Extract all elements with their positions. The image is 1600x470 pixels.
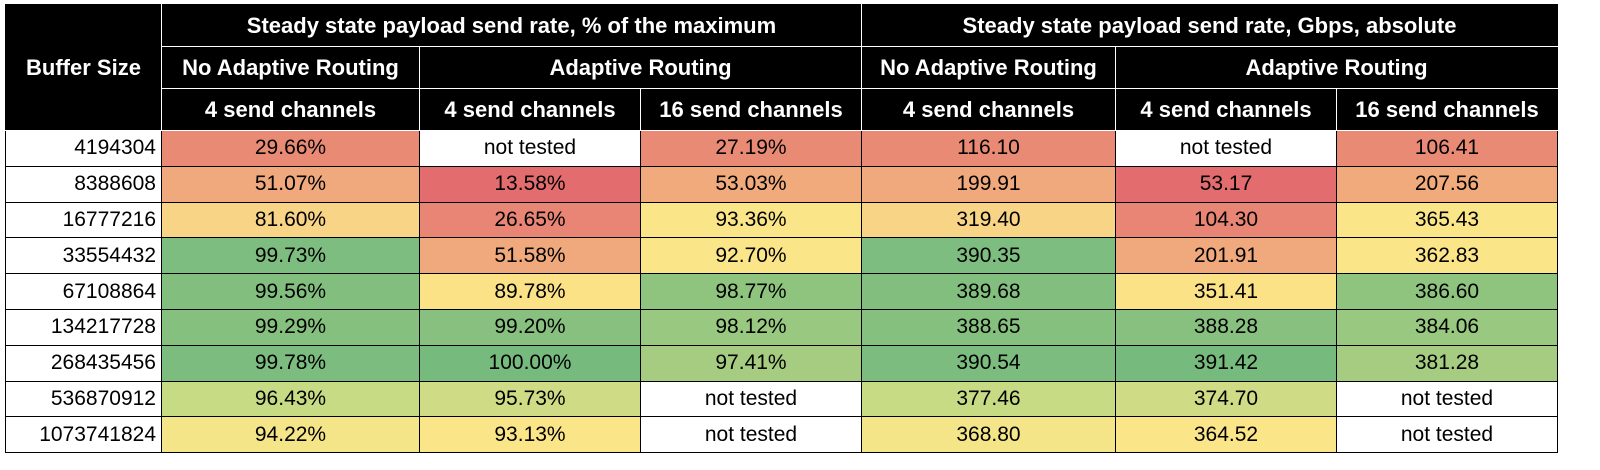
- value-cell: 81.60%: [161, 201, 420, 239]
- abs-no-adaptive-4ch-header: 4 send channels: [861, 88, 1116, 131]
- pct-adaptive-header: Adaptive Routing: [419, 46, 862, 89]
- abs-adaptive-header: Adaptive Routing: [1115, 46, 1558, 89]
- value-cell: 13.58%: [419, 165, 641, 203]
- buffer-size-cell: 67108864: [5, 273, 162, 310]
- value-cell: 388.65: [861, 308, 1116, 346]
- results-table: Buffer Size Steady state payload send ra…: [5, 4, 1558, 454]
- value-cell: 381.28: [1336, 344, 1558, 382]
- buffer-size-cell: 4194304: [5, 130, 162, 167]
- value-cell: 95.73%: [419, 380, 641, 418]
- value-cell: 201.91: [1115, 237, 1337, 275]
- value-cell: 93.13%: [419, 416, 641, 454]
- value-cell: 89.78%: [419, 273, 641, 310]
- value-cell: 391.42: [1115, 344, 1337, 382]
- header-row-routing: No Adaptive Routing Adaptive Routing No …: [6, 46, 1558, 89]
- value-cell: 99.20%: [419, 308, 641, 346]
- value-cell: 29.66%: [161, 130, 420, 167]
- value-cell: not tested: [419, 130, 641, 167]
- value-cell: 27.19%: [640, 130, 862, 167]
- abs-adaptive-4ch-header: 4 send channels: [1115, 88, 1337, 131]
- value-cell: 53.17: [1115, 165, 1337, 203]
- value-cell: 377.46: [861, 380, 1116, 418]
- value-cell: 389.68: [861, 273, 1116, 310]
- value-cell: 368.80: [861, 416, 1116, 454]
- value-cell: 100.00%: [419, 344, 641, 382]
- value-cell: 96.43%: [161, 380, 420, 418]
- buffer-size-cell: 8388608: [5, 165, 162, 203]
- value-cell: 93.36%: [640, 201, 862, 239]
- value-cell: 388.28: [1115, 308, 1337, 346]
- table-row: 67108864 99.56% 89.78% 98.77% 389.68 351.41 38…: [5, 273, 1558, 310]
- value-cell: 99.78%: [161, 344, 420, 382]
- value-cell: 97.41%: [640, 344, 862, 382]
- value-cell: 386.60: [1336, 273, 1558, 310]
- value-cell: 99.56%: [161, 273, 420, 310]
- value-cell: 98.77%: [640, 273, 862, 310]
- pct-no-adaptive-4ch-header: 4 send channels: [161, 88, 420, 131]
- buffer-size-cell: 134217728: [5, 308, 162, 346]
- abs-group-header: Steady state payload send rate, Gbps, ab…: [861, 4, 1558, 47]
- pct-adaptive-4ch-header: 4 send channels: [419, 88, 641, 131]
- buffer-size-cell: 1073741824: [5, 416, 162, 454]
- value-cell: 51.58%: [419, 237, 641, 275]
- value-cell: 207.56: [1336, 165, 1558, 203]
- value-cell: 384.06: [1336, 308, 1558, 346]
- value-cell: 351.41: [1115, 273, 1337, 310]
- pct-adaptive-16ch-header: 16 send channels: [640, 88, 862, 131]
- value-cell: 106.41: [1336, 130, 1558, 167]
- value-cell: 116.10: [861, 130, 1116, 167]
- buffer-size-cell: 33554432: [5, 237, 162, 275]
- value-cell: not tested: [640, 416, 862, 454]
- table-row: 134217728 99.29% 99.20% 98.12% 388.65 388.28 3…: [5, 308, 1558, 346]
- value-cell: 99.29%: [161, 308, 420, 346]
- header-row-channels: 4 send channels 4 send channels 16 send …: [6, 88, 1558, 131]
- value-cell: 390.54: [861, 344, 1116, 382]
- value-cell: 94.22%: [161, 416, 420, 454]
- table-row: 4194304 29.66% not tested 27.19% 116.10 not t…: [5, 130, 1558, 167]
- value-cell: 365.43: [1336, 201, 1558, 239]
- buffer-size-cell: 268435456: [5, 344, 162, 382]
- table-row: 16777216 81.60% 26.65% 93.36% 319.40 104.30 36…: [5, 201, 1558, 239]
- value-cell: not tested: [640, 380, 862, 418]
- abs-no-adaptive-header: No Adaptive Routing: [861, 46, 1116, 89]
- abs-adaptive-16ch-header: 16 send channels: [1336, 88, 1558, 131]
- value-cell: 53.03%: [640, 165, 862, 203]
- value-cell: 364.52: [1115, 416, 1337, 454]
- buffer-size-cell: 16777216: [5, 201, 162, 239]
- value-cell: 98.12%: [640, 308, 862, 346]
- table-body: 4194304 29.66% not tested 27.19% 116.10 not t…: [5, 130, 1558, 454]
- value-cell: 104.30: [1115, 201, 1337, 239]
- table-row: 33554432 99.73% 51.58% 92.70% 390.35 201.91 36…: [5, 237, 1558, 275]
- value-cell: 374.70: [1115, 380, 1337, 418]
- buffer-size-cell: 536870912: [5, 380, 162, 418]
- value-cell: 362.83: [1336, 237, 1558, 275]
- value-cell: 99.73%: [161, 237, 420, 275]
- table-row: 536870912 96.43% 95.73% not tested 377.46 374…: [5, 380, 1558, 418]
- table-row: 1073741824 94.22% 93.13% not tested 368.80 36…: [5, 416, 1558, 454]
- value-cell: 199.91: [861, 165, 1116, 203]
- pct-group-header: Steady state payload send rate, % of the…: [161, 4, 862, 47]
- value-cell: 51.07%: [161, 165, 420, 203]
- table-row: 8388608 51.07% 13.58% 53.03% 199.91 53.17 207.…: [5, 165, 1558, 203]
- buffer-size-header: Buffer Size: [5, 4, 162, 131]
- pct-no-adaptive-header: No Adaptive Routing: [161, 46, 420, 89]
- value-cell: 390.35: [861, 237, 1116, 275]
- results-table-container: Buffer Size Steady state payload send ra…: [5, 4, 1558, 454]
- table-header: Buffer Size Steady state payload send ra…: [5, 4, 1558, 131]
- value-cell: not tested: [1336, 380, 1558, 418]
- table-row: 268435456 99.78% 100.00% 97.41% 390.54 391.42…: [5, 344, 1558, 382]
- value-cell: 26.65%: [419, 201, 641, 239]
- header-row-groups: Buffer Size Steady state payload send ra…: [5, 4, 1558, 131]
- value-cell: not tested: [1336, 416, 1558, 454]
- value-cell: 92.70%: [640, 237, 862, 275]
- value-cell: 319.40: [861, 201, 1116, 239]
- value-cell: not tested: [1115, 130, 1337, 167]
